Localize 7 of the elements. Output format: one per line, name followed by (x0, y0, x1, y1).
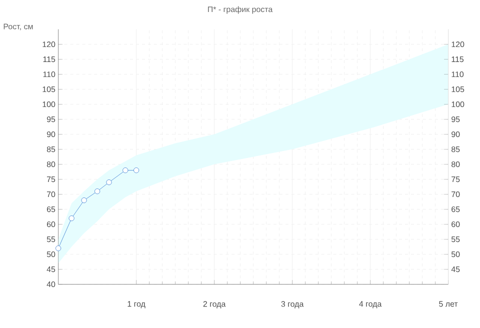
point (56, 246, 62, 252)
point (68, 216, 74, 222)
point (94, 188, 100, 194)
point (122, 168, 128, 174)
point (106, 180, 112, 186)
point (81, 198, 87, 204)
point (134, 168, 140, 174)
